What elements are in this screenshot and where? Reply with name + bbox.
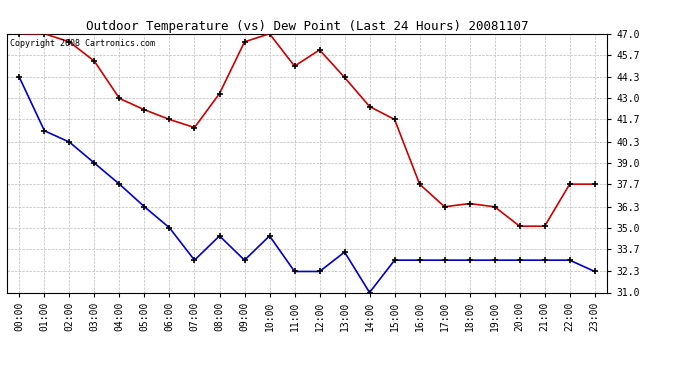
Title: Outdoor Temperature (vs) Dew Point (Last 24 Hours) 20081107: Outdoor Temperature (vs) Dew Point (Last… xyxy=(86,20,529,33)
Text: Copyright 2008 Cartronics.com: Copyright 2008 Cartronics.com xyxy=(10,39,155,48)
